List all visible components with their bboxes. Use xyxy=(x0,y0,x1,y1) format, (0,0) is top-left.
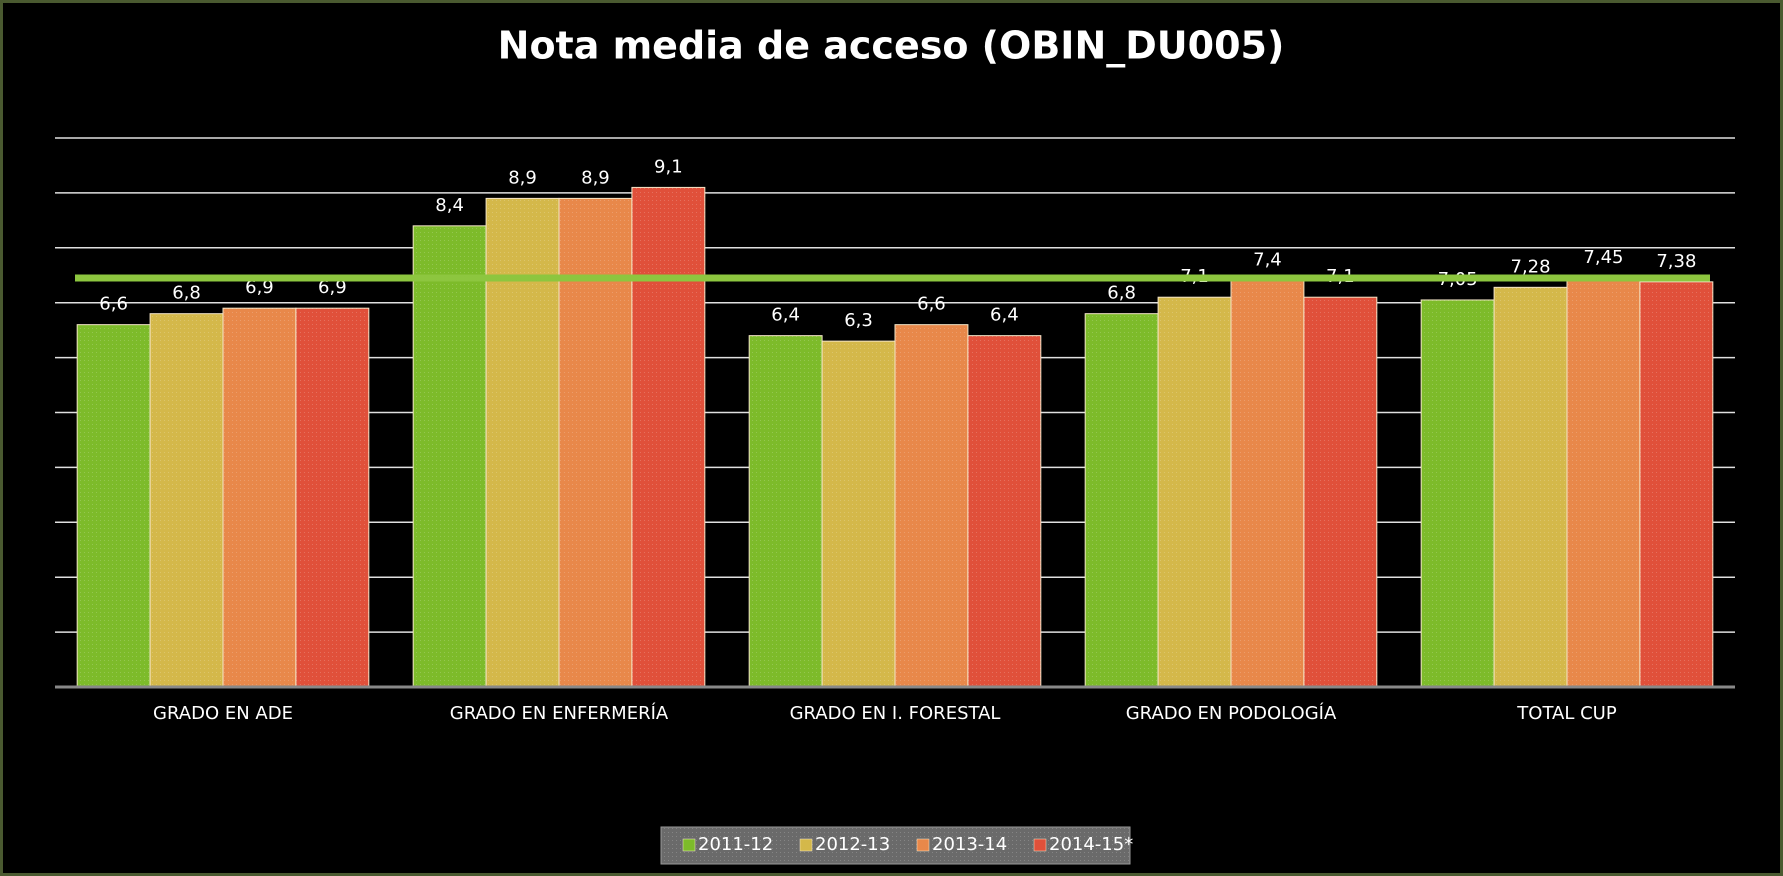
legend-swatch xyxy=(916,838,930,852)
legend-label: 2012-13 xyxy=(815,834,890,855)
data-label: 8,9 xyxy=(508,167,537,188)
data-label: 6,9 xyxy=(245,277,274,298)
bar-texture xyxy=(1158,297,1231,687)
bar-texture xyxy=(822,341,895,687)
legend-swatch xyxy=(682,838,696,852)
data-label: 6,6 xyxy=(99,294,128,315)
bar-texture xyxy=(1567,277,1640,687)
chart-title: Nota media de acceso (OBIN_DU005) xyxy=(498,24,1285,68)
bar-texture xyxy=(967,335,1041,687)
data-label: 8,4 xyxy=(435,195,464,216)
bar-texture xyxy=(1639,281,1713,687)
x-tick-label: GRADO EN ADE xyxy=(153,703,293,724)
bar-texture xyxy=(559,198,632,687)
bar-texture xyxy=(77,324,151,687)
bar-texture xyxy=(223,308,296,687)
bar-texture xyxy=(486,198,559,687)
bar-texture xyxy=(1421,299,1495,687)
legend-swatch xyxy=(1033,838,1047,852)
data-label: 9,1 xyxy=(654,156,683,177)
bar-texture xyxy=(749,335,823,687)
data-label: 6,9 xyxy=(318,277,347,298)
data-label: 6,4 xyxy=(990,305,1019,326)
bar-texture xyxy=(895,324,968,687)
bar-texture xyxy=(1231,280,1304,687)
data-label: 6,4 xyxy=(771,305,800,326)
legend-label: 2014-15* xyxy=(1049,834,1133,855)
bar-texture xyxy=(1303,297,1377,687)
bar-texture xyxy=(150,313,223,687)
x-tick-label: TOTAL CUP xyxy=(1516,703,1617,724)
x-tick-label: GRADO EN PODOLOGÍA xyxy=(1126,702,1337,724)
bar-texture xyxy=(631,187,705,687)
x-tick-label: GRADO EN I. FORESTAL xyxy=(790,703,1001,724)
data-label: 6,6 xyxy=(917,294,946,315)
legend-label: 2013-14 xyxy=(932,834,1007,855)
data-label: 7,38 xyxy=(1656,251,1696,272)
data-label: 6,8 xyxy=(1107,283,1136,304)
data-label: 7,4 xyxy=(1253,250,1282,271)
bar-texture xyxy=(295,308,369,687)
legend-label: 2011-12 xyxy=(698,834,773,855)
bar-texture xyxy=(413,225,487,687)
data-label: 6,8 xyxy=(172,283,201,304)
legend-swatch xyxy=(799,838,813,852)
x-tick-label: GRADO EN ENFERMERÍA xyxy=(450,702,669,724)
data-label: 7,45 xyxy=(1583,247,1623,268)
data-label: 6,3 xyxy=(844,310,873,331)
data-label: 8,9 xyxy=(581,167,610,188)
bar-texture xyxy=(1085,313,1159,687)
bar-texture xyxy=(1494,287,1567,687)
legend-texture xyxy=(661,827,1130,864)
data-label: 7,28 xyxy=(1511,256,1551,277)
